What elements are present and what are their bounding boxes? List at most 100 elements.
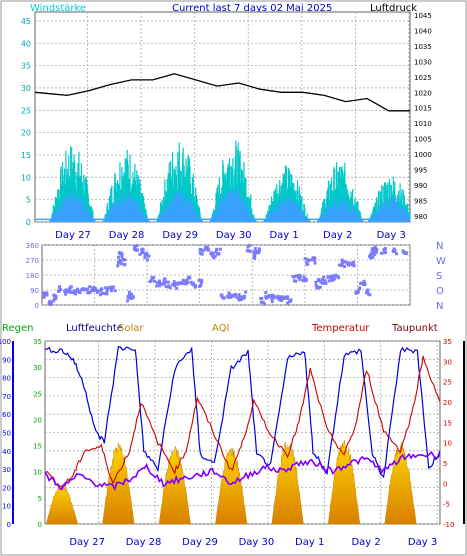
regen-y-tick-label: 30: [2, 466, 11, 474]
luftfeuchte-y-tick-label: 15: [33, 443, 42, 451]
direction-point: [246, 248, 250, 252]
direction-point: [58, 288, 62, 292]
direction-point: [48, 299, 52, 303]
direction-point: [80, 287, 84, 291]
taupunkt-line: [44, 450, 441, 492]
luftfeuchte-y-tick-label: 0: [38, 521, 42, 529]
compass-label: S: [436, 271, 442, 282]
direction-point: [133, 246, 137, 250]
direction-point: [248, 243, 252, 247]
direction-point: [332, 277, 336, 281]
pressure-line: [34, 73, 410, 112]
direction-point: [117, 259, 121, 263]
direction-point: [186, 281, 190, 285]
wind-y-tick-label: 15: [21, 151, 31, 160]
temperatur-y-tick-label: 10: [443, 440, 452, 448]
direction-point: [286, 295, 290, 299]
direction-point: [191, 281, 195, 285]
direction-point: [67, 287, 71, 291]
direction-point: [327, 279, 331, 283]
direction-point: [370, 247, 374, 251]
direction-point: [197, 278, 201, 282]
direction-point: [116, 264, 120, 268]
direction-point: [350, 263, 354, 267]
legend-aqi: AQI: [212, 323, 230, 334]
direction-point: [235, 295, 239, 299]
direction-point: [140, 251, 144, 255]
direction-point: [365, 291, 369, 295]
wind-y-tick-label: 5: [26, 196, 31, 205]
direction-point: [130, 296, 134, 300]
wind-y-tick-label: 0: [26, 218, 31, 227]
direction-point: [113, 289, 117, 293]
pressure-y-tick-label: 990: [414, 182, 427, 190]
direction-point: [162, 278, 166, 282]
direction-point: [337, 276, 341, 280]
direction-y-tick-label: 360: [26, 242, 39, 250]
direction-point: [244, 290, 248, 294]
regen-y-tick-label: 50: [2, 430, 11, 438]
climate-x-tick-label: Day 3: [408, 537, 437, 548]
direction-point: [145, 258, 149, 262]
direction-point: [375, 248, 379, 252]
direction-point: [150, 277, 154, 281]
direction-point: [317, 278, 321, 282]
direction-point: [311, 256, 315, 260]
direction-point: [153, 279, 157, 283]
direction-point: [189, 280, 193, 284]
direction-point: [68, 290, 72, 294]
direction-point: [319, 280, 323, 284]
direction-point: [72, 289, 76, 293]
luftfeuchte-y-tick-label: 5: [38, 495, 42, 503]
direction-point: [283, 295, 287, 299]
direction-point: [302, 275, 306, 279]
direction-point: [160, 282, 164, 286]
direction-point: [289, 299, 293, 303]
direction-point: [341, 261, 345, 265]
climate-x-tick-label: Day 2: [351, 537, 380, 548]
direction-point: [133, 244, 137, 248]
direction-point: [233, 293, 237, 297]
direction-point: [126, 295, 130, 299]
direction-point: [212, 256, 216, 260]
direction-point: [123, 263, 127, 267]
direction-point: [368, 293, 372, 297]
solar-area: [271, 441, 304, 525]
luftfeuchte-y-tick-label: 30: [33, 364, 42, 372]
temperatur-y-tick-label: 5: [443, 460, 447, 468]
direction-point: [295, 274, 299, 278]
direction-point: [200, 281, 204, 285]
direction-point: [357, 288, 361, 292]
direction-point: [286, 301, 290, 305]
direction-point: [201, 249, 205, 253]
direction-point: [305, 261, 309, 265]
direction-point: [392, 247, 396, 251]
legend-solar: Solar: [118, 323, 144, 334]
direction-point: [237, 298, 241, 302]
wind-y-tick-label: 10: [21, 173, 31, 182]
direction-point: [49, 302, 53, 306]
direction-point: [172, 280, 176, 284]
compass-label: N: [436, 301, 443, 312]
pressure-y-tick-label: 1000: [414, 151, 432, 159]
direction-point: [52, 299, 56, 303]
direction-point: [138, 252, 142, 256]
direction-point: [69, 285, 73, 289]
direction-point: [205, 248, 209, 252]
direction-point: [262, 302, 266, 306]
direction-point: [82, 288, 86, 292]
direction-point: [362, 279, 366, 283]
direction-point: [73, 292, 77, 296]
direction-point: [215, 247, 219, 251]
direction-point: [309, 258, 313, 262]
wind-x-tick-label: Day 29: [162, 230, 198, 241]
direction-point: [192, 283, 196, 287]
pressure-y-tick-label: 1030: [414, 58, 432, 66]
direction-point: [143, 252, 147, 256]
direction-point: [85, 287, 89, 291]
direction-point: [214, 250, 218, 254]
direction-point: [270, 293, 274, 297]
direction-point: [285, 296, 289, 300]
direction-point: [257, 247, 261, 251]
direction-point: [366, 292, 370, 296]
